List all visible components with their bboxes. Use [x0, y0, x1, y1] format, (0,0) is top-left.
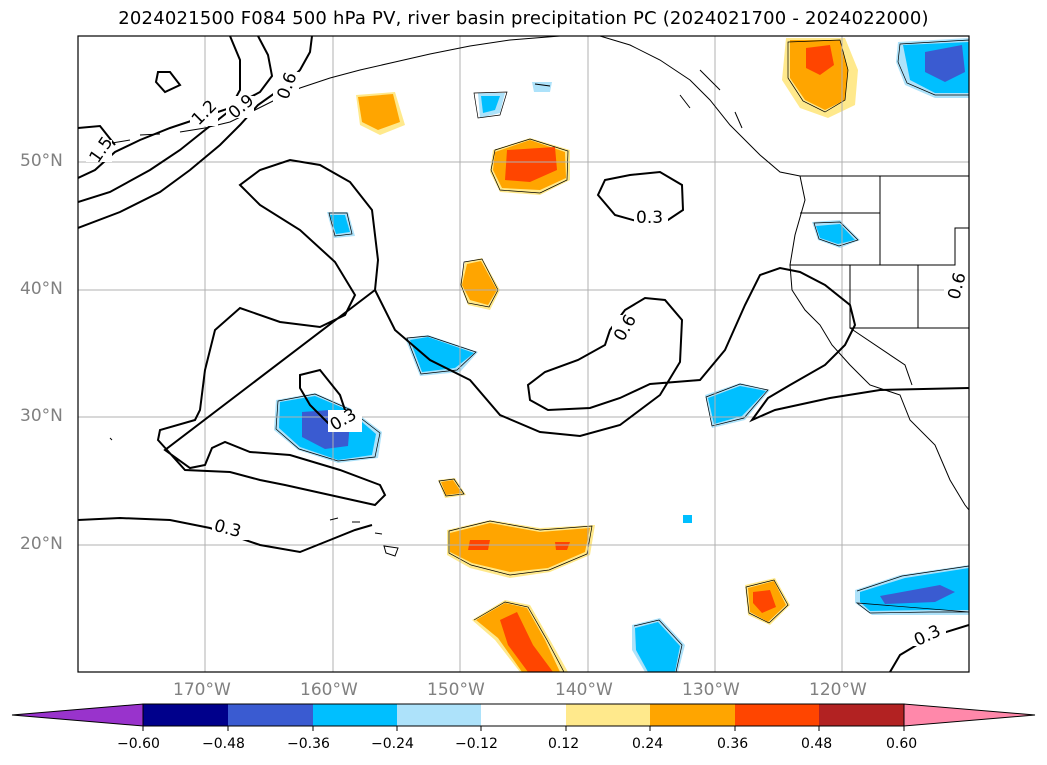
colorbar-tick-label: −0.60 — [117, 736, 160, 752]
map-frame — [77, 35, 970, 673]
colorbar-bin — [566, 704, 650, 726]
lat-label: 30°N — [20, 406, 63, 426]
colorbar-tick-label: −0.24 — [371, 736, 414, 752]
map-plot-area — [78, 36, 969, 672]
lon-label: 160°W — [300, 680, 358, 700]
colorbar-extend-high — [903, 703, 1036, 727]
contour-label-halos — [86, 72, 969, 646]
colorbar-frame — [142, 703, 905, 727]
colorbar-bin — [143, 704, 228, 726]
colorbar-bin — [228, 704, 313, 726]
colorbar-tick-label: 0.24 — [632, 736, 664, 752]
colorbar-bin — [735, 704, 819, 726]
colorbar-bin — [650, 704, 735, 726]
colorbar-bin — [397, 704, 481, 726]
colorbar-bin — [819, 704, 904, 726]
colorbar — [11, 703, 1036, 731]
colorbar-tick-label: 0.60 — [886, 736, 918, 752]
lon-label: 170°W — [173, 680, 231, 700]
colorbar-tick-label: −0.36 — [287, 736, 330, 752]
coastlines — [109, 36, 969, 557]
lon-label: 120°W — [809, 680, 867, 700]
colorbar-bin — [313, 704, 397, 726]
colorbar-tick-label: 0.48 — [801, 736, 833, 752]
colorbar-extend-low — [11, 703, 144, 727]
lat-label: 50°N — [20, 151, 63, 171]
lon-label: 140°W — [555, 680, 613, 700]
lat-label: 20°N — [20, 534, 63, 554]
colorbar-bin — [481, 704, 566, 726]
colorbar-tick-label: −0.48 — [202, 736, 245, 752]
colorbar-tick-label: 0.12 — [548, 736, 580, 752]
lat-label: 40°N — [20, 279, 63, 299]
gridlines — [78, 36, 969, 672]
map-title: 2024021500 F084 500 hPa PV, river basin … — [118, 8, 929, 29]
colorbar-tick-label: −0.12 — [455, 736, 498, 752]
lon-label: 150°W — [427, 680, 485, 700]
lon-label: 130°W — [682, 680, 740, 700]
shading-outlines — [275, 39, 969, 672]
colorbar-tick-label: 0.36 — [717, 736, 749, 752]
